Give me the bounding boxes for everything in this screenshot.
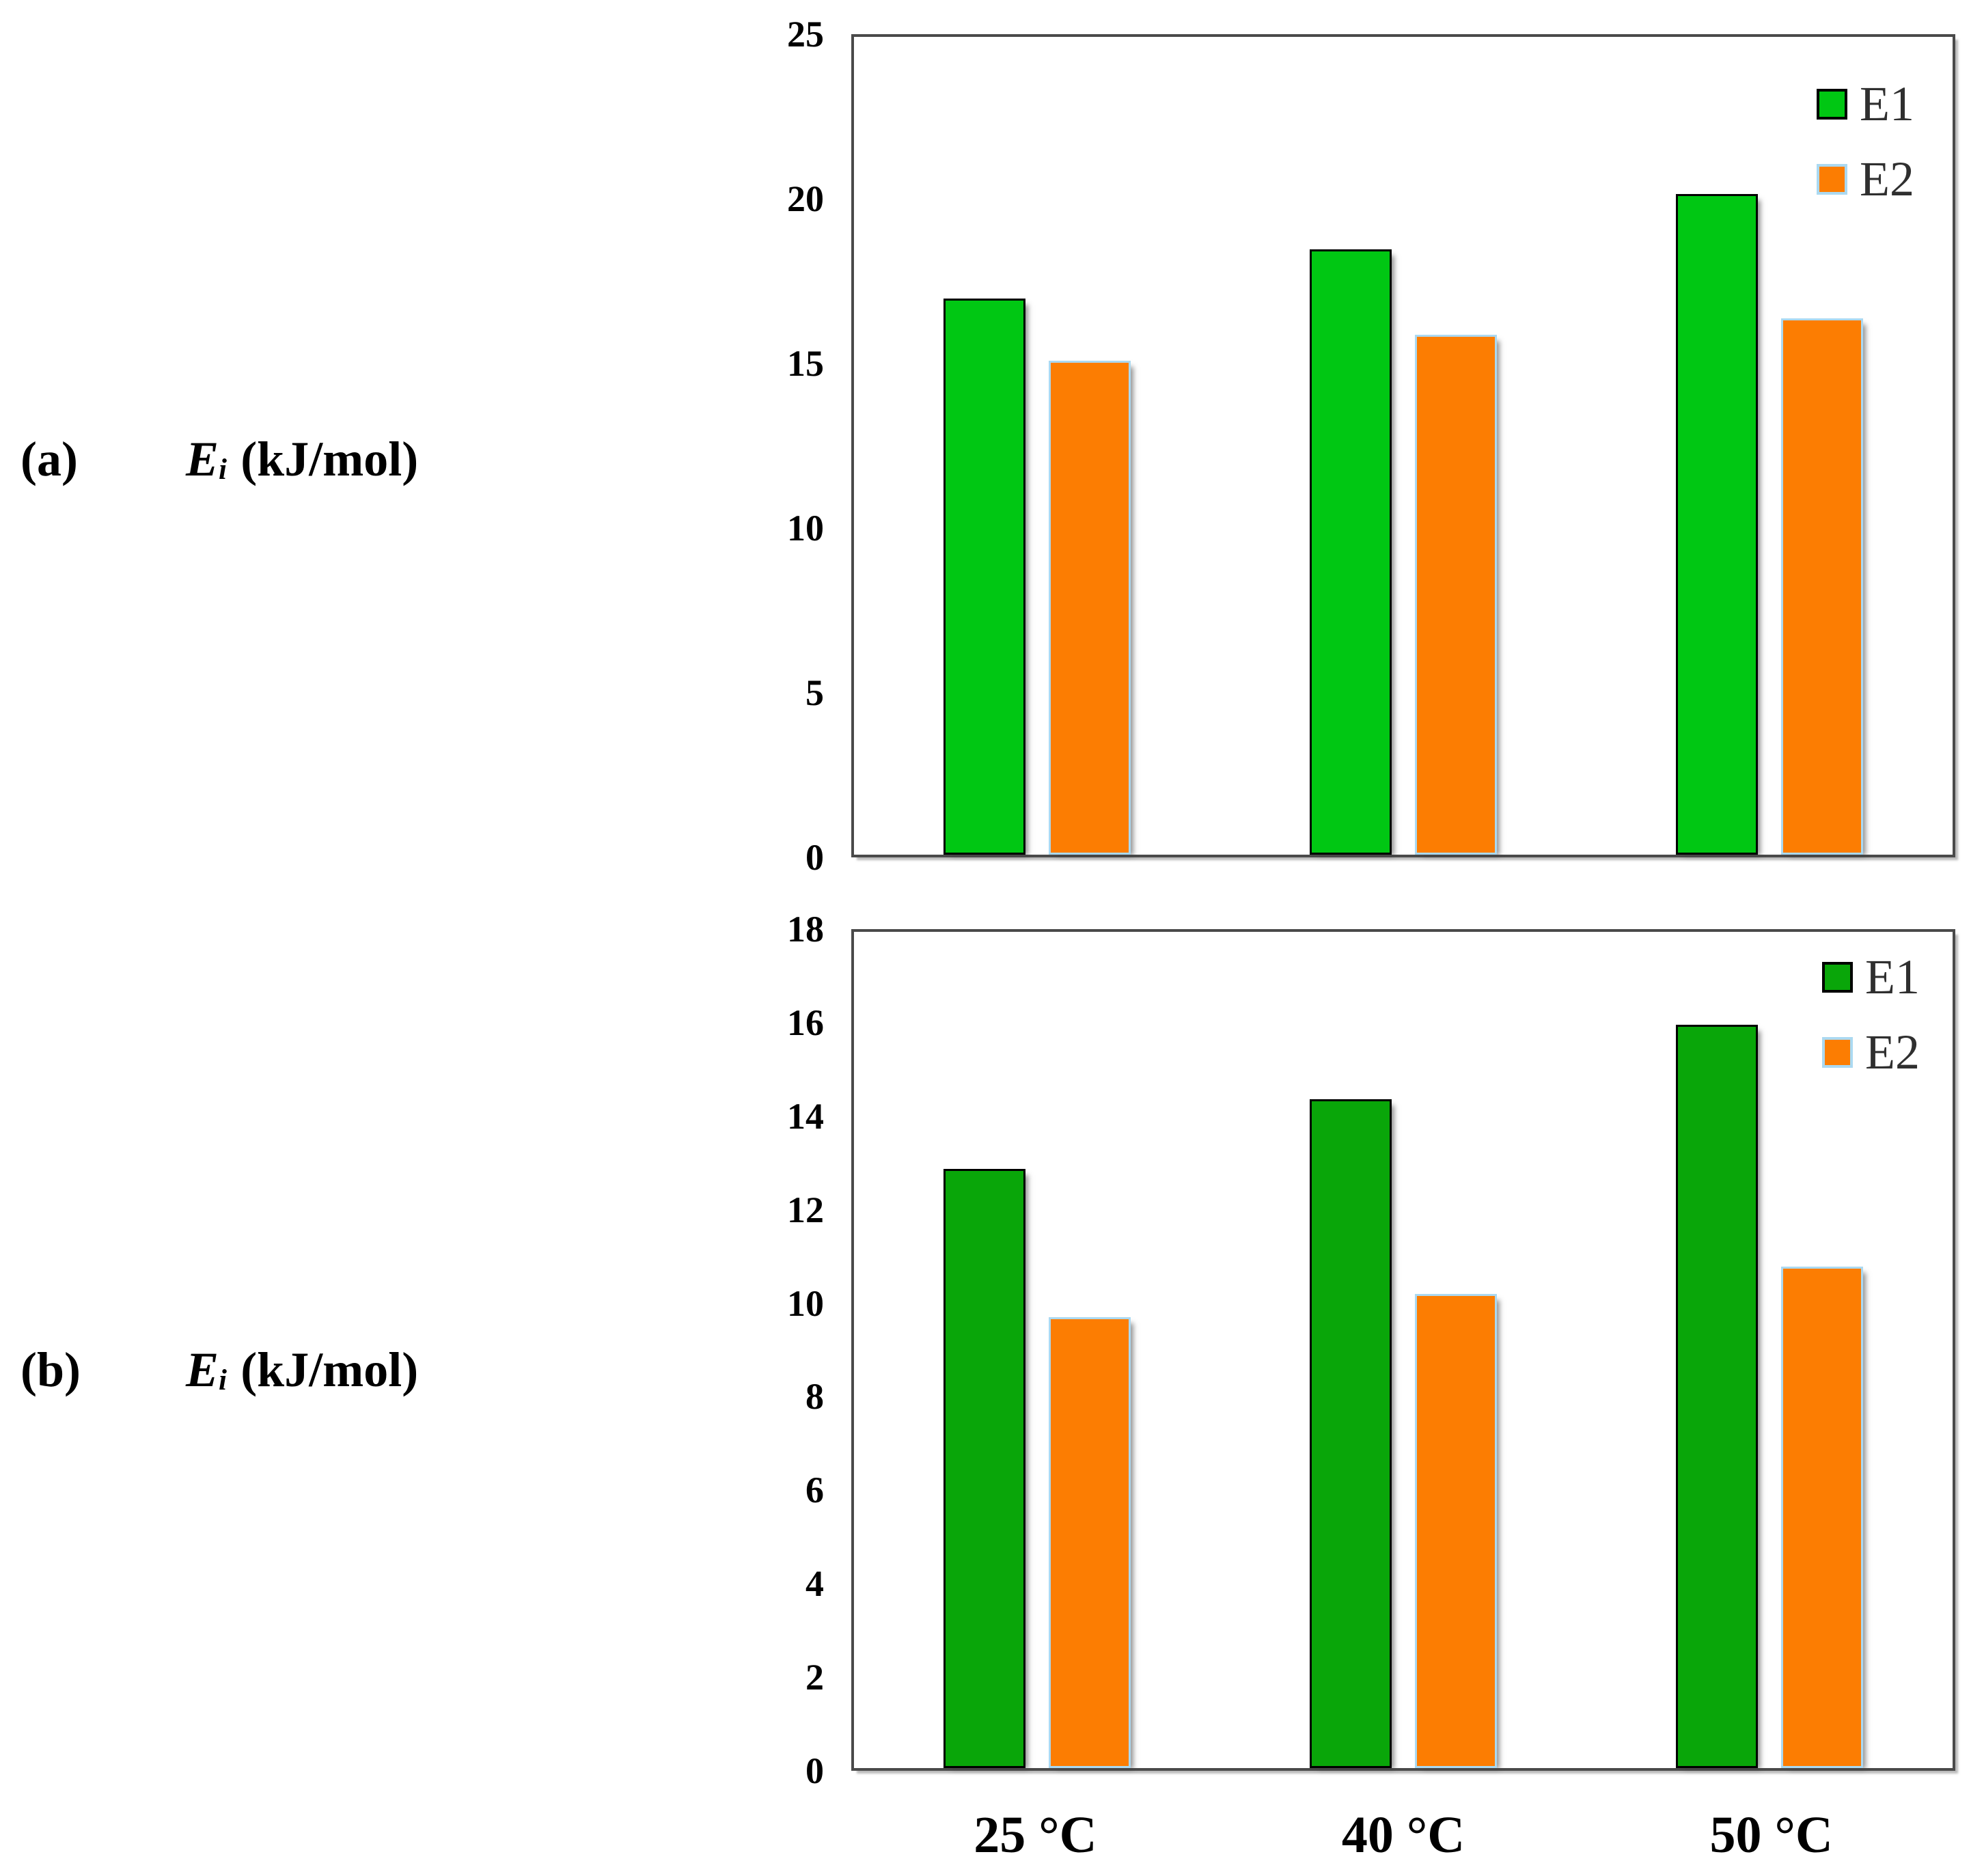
y-tick-label-15: 15 [787, 343, 824, 384]
y-tick-label-8: 8 [805, 1376, 824, 1418]
y-tick-label-14: 14 [787, 1095, 824, 1137]
y-tick-label-10: 10 [787, 508, 824, 549]
bar-group-50°C [1586, 37, 1953, 855]
chart-panel-a: 25 20 15 10 5 0 E1 E2 [787, 16, 1955, 876]
legend-label-E1: E1 [1865, 950, 1920, 1004]
y-axis-units: (kJ/mol) [240, 432, 419, 486]
x-axis-label-50°C: 50 °C [1709, 1806, 1833, 1864]
bar-E2-25°C [1049, 1317, 1131, 1768]
y-tick-label-25: 25 [787, 14, 824, 55]
legend-item-E2: E2 [1817, 154, 1914, 204]
legend-label-E2: E2 [1860, 152, 1914, 206]
y-tick-label-18: 18 [787, 909, 824, 950]
x-axis-labels: 25 °C 40 °C 50 °C [851, 1809, 1955, 1861]
legend-item-E1: E1 [1817, 79, 1914, 128]
bar-E2-40°C [1415, 334, 1497, 855]
legend-swatch-E2 [1817, 163, 1848, 195]
bar-E1-50°C [1676, 1025, 1758, 1768]
bar-group-40°C [1220, 37, 1586, 855]
bar-group-40°C [1220, 932, 1586, 1768]
chart-panel-b: 18 16 14 12 10 8 6 4 2 0 E1 E2 [787, 911, 1955, 1789]
panel-a-label: (a) [20, 432, 78, 486]
y-axis-subscript: i [219, 1364, 228, 1397]
legend-swatch-E2 [1822, 1036, 1854, 1068]
y-axis-units: (kJ/mol) [240, 1342, 419, 1397]
y-tick-label-10: 10 [787, 1282, 824, 1324]
legend-swatch-E1 [1822, 961, 1854, 993]
bar-E2-25°C [1049, 361, 1131, 855]
y-tick-label-4: 4 [805, 1563, 824, 1605]
bar-group-25°C [854, 932, 1220, 1768]
bar-E1-40°C [1310, 249, 1392, 855]
y-axis-symbol: E [186, 1342, 219, 1397]
legend-label-E2: E2 [1865, 1025, 1920, 1079]
plot-area [854, 37, 1953, 855]
bar-E2-50°C [1781, 318, 1863, 855]
bar-E1-50°C [1676, 193, 1758, 855]
y-tick-label-0: 0 [805, 1750, 824, 1791]
y-tick-label-6: 6 [805, 1470, 824, 1511]
y-tick-label-5: 5 [805, 672, 824, 713]
bar-E1-25°C [943, 299, 1025, 855]
y-axis-ticks: 25 20 15 10 5 0 [667, 16, 824, 876]
legend-label-E1: E1 [1860, 77, 1914, 131]
y-tick-label-0: 0 [805, 837, 824, 878]
panel-a-y-axis-title: Ei (kJ/mol) [186, 425, 418, 504]
plot-area [854, 932, 1953, 1768]
x-axis-label-25°C: 25 °C [974, 1806, 1097, 1864]
y-axis-ticks: 18 16 14 12 10 8 6 4 2 0 [667, 911, 824, 1789]
y-axis-symbol: E [186, 432, 219, 486]
legend-swatch-E1 [1817, 88, 1848, 120]
y-tick-label-2: 2 [805, 1657, 824, 1698]
bar-group-50°C [1586, 932, 1953, 1768]
panel-b-label: (b) [20, 1342, 81, 1397]
x-axis-label-40°C: 40 °C [1341, 1806, 1465, 1864]
legend-item-E1: E1 [1822, 952, 1920, 1002]
y-tick-label-12: 12 [787, 1189, 824, 1230]
bar-E2-50°C [1781, 1266, 1863, 1768]
bar-E1-25°C [943, 1168, 1025, 1768]
legend-item-E2: E2 [1822, 1027, 1920, 1077]
legend: E1 E2 [1822, 952, 1920, 1077]
bar-E1-40°C [1310, 1099, 1392, 1768]
y-axis-subscript: i [219, 454, 228, 486]
legend: E1 E2 [1817, 79, 1914, 204]
y-tick-label-20: 20 [787, 178, 824, 219]
y-tick-label-16: 16 [787, 1002, 824, 1043]
panel-b-y-axis-title: Ei (kJ/mol) [186, 1336, 418, 1415]
bar-E2-40°C [1415, 1294, 1497, 1768]
bar-group-25°C [854, 37, 1220, 855]
